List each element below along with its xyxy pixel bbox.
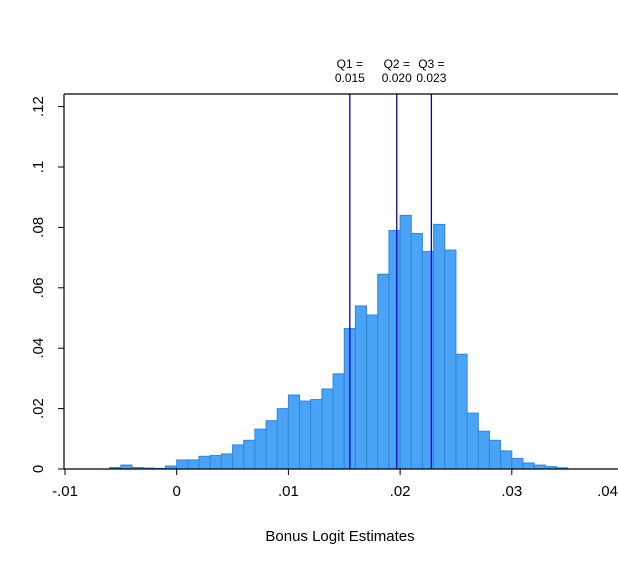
axes bbox=[63, 93, 618, 470]
histogram-bar bbox=[477, 430, 490, 470]
y-tick-label: .08 bbox=[30, 217, 47, 238]
histogram-bar bbox=[488, 439, 502, 470]
x-tick-label: 0 bbox=[173, 483, 181, 500]
histogram-bar bbox=[243, 439, 256, 470]
y-axis-ticks: 0 .02 .04 .06 .08 .1 .12 bbox=[30, 96, 64, 473]
y-tick-label: .06 bbox=[30, 277, 47, 298]
histogram-bar bbox=[254, 428, 267, 470]
quartile-label: Q3 = bbox=[418, 57, 444, 71]
quartile-label: Q2 = bbox=[384, 57, 410, 71]
histogram-bar bbox=[433, 223, 446, 470]
x-tick-label: .02 bbox=[390, 483, 411, 500]
histogram-bar bbox=[287, 394, 301, 470]
x-tick-label: -.01 bbox=[52, 483, 78, 500]
histogram-bar bbox=[388, 229, 401, 470]
y-tick-label: .1 bbox=[30, 161, 47, 174]
quartile-value-label: 0.020 bbox=[382, 71, 412, 85]
histogram-bar bbox=[466, 412, 479, 470]
histogram-bar bbox=[455, 353, 468, 470]
histogram-bar bbox=[232, 444, 245, 470]
histogram-bar bbox=[209, 454, 222, 470]
x-tick-label: .03 bbox=[501, 483, 522, 500]
histogram-bar bbox=[366, 314, 379, 470]
x-axis-title: Bonus Logit Estimates bbox=[265, 528, 414, 545]
histogram-bars bbox=[109, 214, 569, 470]
x-tick-label: .04 bbox=[597, 483, 618, 500]
quartile-label: Q1 = bbox=[337, 57, 363, 71]
y-tick-label: .12 bbox=[30, 96, 47, 117]
y-tick-label: .04 bbox=[30, 338, 47, 359]
histogram-bar bbox=[198, 455, 211, 470]
histogram-bar bbox=[176, 459, 189, 470]
histogram-bar bbox=[220, 453, 234, 470]
histogram-bar bbox=[276, 408, 289, 470]
quartile-lines: Q1 =0.015 Q2 =0.020 Q3 =0.023 bbox=[335, 57, 447, 469]
histogram-bar bbox=[310, 399, 323, 470]
quartile-value-label: 0.023 bbox=[416, 71, 446, 85]
histogram-bar bbox=[500, 450, 513, 470]
x-tick-label: .01 bbox=[278, 483, 299, 500]
histogram-bar bbox=[321, 388, 334, 470]
histogram-bar bbox=[444, 249, 457, 470]
histogram-bar bbox=[522, 462, 535, 470]
histogram-bar bbox=[332, 373, 345, 470]
histogram-bar bbox=[377, 273, 390, 470]
y-tick-label: 0 bbox=[30, 465, 47, 473]
histogram-bar bbox=[410, 232, 423, 470]
y-tick-label: .02 bbox=[30, 398, 47, 419]
histogram-bar bbox=[511, 457, 524, 470]
histogram-bar bbox=[299, 400, 312, 470]
x-axis-ticks: -.01 0 .01 .02 .03 .04 bbox=[52, 469, 618, 500]
quartile-value-label: 0.015 bbox=[335, 71, 365, 85]
histogram-bar bbox=[265, 420, 278, 470]
histogram-bar bbox=[187, 459, 200, 470]
histogram-bar bbox=[399, 214, 412, 470]
histogram-bar bbox=[354, 305, 368, 470]
